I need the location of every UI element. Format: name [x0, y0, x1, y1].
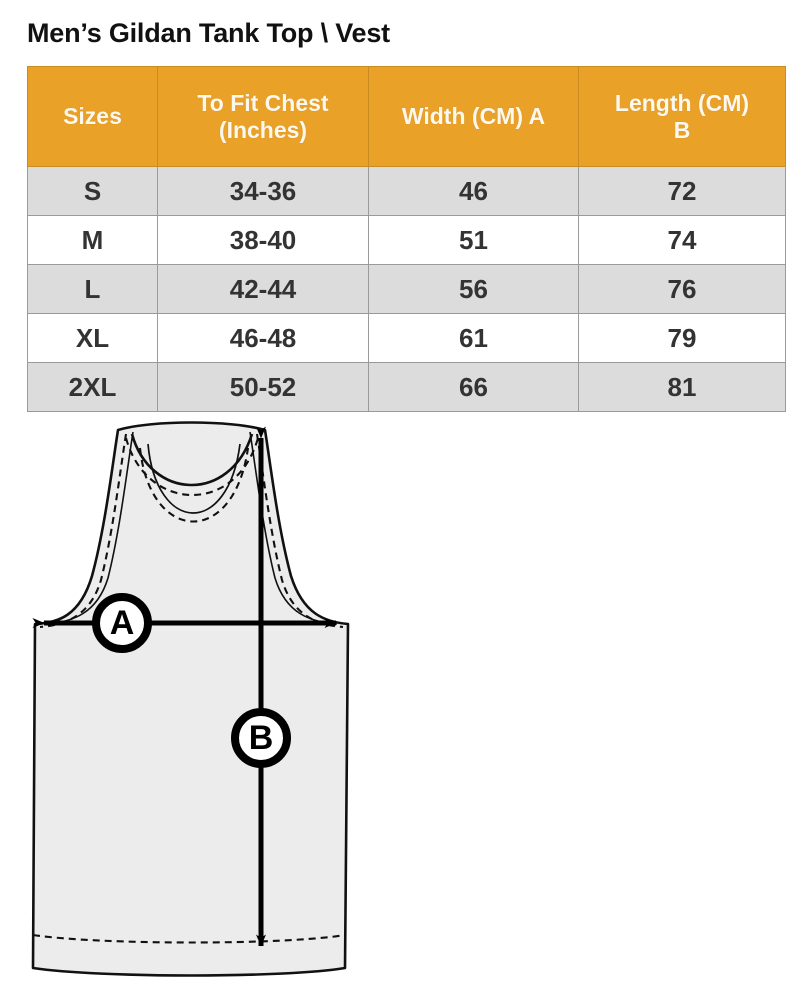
neck-topstitch-dashed: [124, 437, 260, 497]
width-marker-label: A: [110, 604, 135, 642]
cell-size: S: [27, 166, 158, 216]
cell-chest: 42-44: [157, 264, 369, 314]
table-row: L 42-44 56 76: [27, 264, 786, 314]
cell-width: 61: [368, 313, 579, 363]
column-header-chest: To Fit Chest (Inches): [157, 66, 369, 167]
back-neckline: [130, 433, 254, 487]
cell-chest: 46-48: [157, 313, 369, 363]
column-header-width: Width (CM) A: [368, 66, 579, 167]
cell-size: L: [27, 264, 158, 314]
front-scoop-topstitch-dashed: [138, 447, 250, 523]
column-header-length-line2: B: [673, 116, 691, 143]
page-title: Men’s Gildan Tank Top \ Vest: [27, 18, 390, 48]
cell-length: 72: [578, 166, 786, 216]
length-marker-label: B: [249, 719, 274, 757]
cell-chest: 34-36: [157, 166, 369, 216]
cell-chest: 38-40: [157, 215, 369, 265]
table-row: 2XL 50-52 66 81: [27, 362, 786, 412]
column-header-length-line1: Length (CM): [614, 89, 750, 116]
column-header-chest-line2: (Inches): [218, 116, 308, 143]
cell-length: 76: [578, 264, 786, 314]
cell-width: 51: [368, 215, 579, 265]
cell-length: 79: [578, 313, 786, 363]
column-header-length: Length (CM) B: [578, 66, 786, 167]
cell-width: 56: [368, 264, 579, 314]
cell-length: 74: [578, 215, 786, 265]
cell-length: 81: [578, 362, 786, 412]
cell-size: 2XL: [27, 362, 158, 412]
table-row: XL 46-48 61 79: [27, 313, 786, 363]
cell-width: 46: [368, 166, 579, 216]
hem-topstitch-dashed: [32, 933, 346, 944]
cell-width: 66: [368, 362, 579, 412]
length-marker-badge-b: B: [231, 708, 291, 768]
front-neckline: [147, 443, 241, 514]
cell-chest: 50-52: [157, 362, 369, 412]
table-row: S 34-36 46 72: [27, 166, 786, 216]
column-header-chest-line1: To Fit Chest: [197, 89, 329, 116]
cell-size: M: [27, 215, 158, 265]
table-header-row: Sizes To Fit Chest (Inches) Width (CM) A…: [27, 66, 786, 167]
garment-illustration: A B: [0, 408, 812, 1000]
tank-top-outline: [31, 421, 350, 977]
size-chart-table: Sizes To Fit Chest (Inches) Width (CM) A…: [27, 66, 786, 412]
cell-size: XL: [27, 313, 158, 363]
table-row: M 38-40 51 74: [27, 215, 786, 265]
column-header-sizes: Sizes: [27, 66, 158, 167]
width-marker-badge-a: A: [92, 593, 152, 653]
